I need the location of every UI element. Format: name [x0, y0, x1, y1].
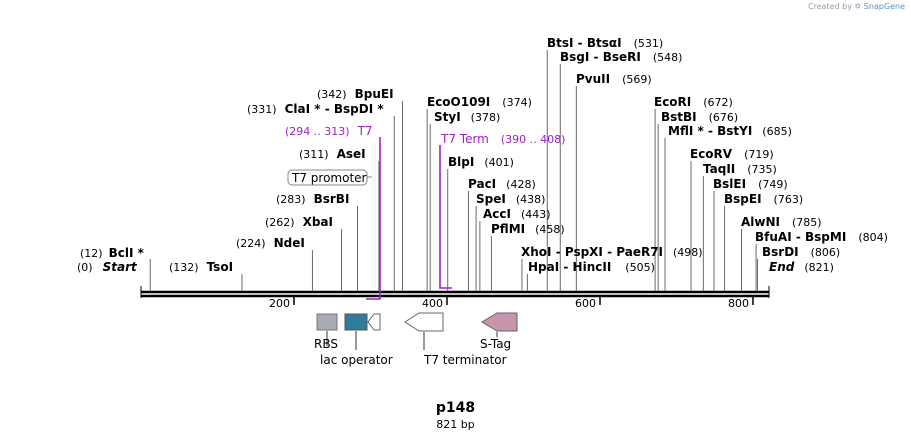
primer-t7term-arrow[interactable]: [439, 145, 452, 289]
plasmid-name: p148: [435, 400, 476, 416]
site-clai[interactable]: (331) ClaI * - BspDI *: [247, 102, 384, 116]
site-acci[interactable]: AccI (443): [483, 207, 551, 221]
site-bcli[interactable]: (12) BclI *: [80, 246, 145, 260]
site-btsi[interactable]: BtsI - BtsαI (531): [547, 36, 663, 50]
site-bsrdi[interactable]: BsrDI (806): [762, 245, 840, 259]
site-bpuei[interactable]: (342) BpuEI: [317, 87, 394, 101]
site-blpi[interactable]: BlpI (401): [448, 155, 514, 169]
site-bsrbi[interactable]: (283) BsrBI: [276, 192, 349, 206]
site-pflmi[interactable]: PflMI (458): [491, 222, 565, 236]
credit: Created by ✡ SnapGene: [808, 2, 905, 11]
ruler-label-600: 600: [575, 297, 596, 310]
feature-s-tag-label[interactable]: S-Tag: [480, 337, 511, 351]
feature-t7-terminator-label[interactable]: T7 terminator: [423, 353, 507, 367]
feature-lac-operator[interactable]: [344, 313, 368, 331]
site-ndei[interactable]: (224) NdeI: [236, 236, 305, 250]
site-bsgi[interactable]: BsgI - BseRI (548): [560, 50, 682, 64]
site-taqii[interactable]: TaqII (735): [703, 162, 777, 176]
feature-rbs-label[interactable]: RBS: [314, 337, 338, 351]
site-tsoi[interactable]: (132) TsoI: [169, 260, 233, 274]
site-bstbi[interactable]: BstBI (676): [661, 110, 738, 124]
site-spei[interactable]: SpeI (438): [476, 192, 545, 206]
site-ecorv[interactable]: EcoRV (719): [690, 147, 774, 161]
credit-brand: SnapGene: [863, 2, 905, 11]
site-alwni[interactable]: AlwNI (785): [741, 215, 822, 229]
feature-s-tag[interactable]: [481, 312, 518, 332]
primer-t7-label[interactable]: (294 .. 313) T7: [285, 124, 373, 138]
site-xbai[interactable]: (262) XbaI: [265, 215, 333, 229]
primer-t7-arrow[interactable]: [366, 137, 381, 300]
site-eco0109i[interactable]: EcoO109I (374): [427, 95, 532, 109]
ruler-label-200: 200: [269, 297, 290, 310]
t7-promoter-label[interactable]: T7 promoter: [291, 171, 367, 185]
primer-t7term-label[interactable]: T7 Term (390 .. 408): [440, 132, 565, 146]
plasmid-length: 821 bp: [436, 418, 475, 431]
site-bfuai[interactable]: BfuAI - BspMI (804): [755, 230, 888, 244]
feature-t7-terminator[interactable]: [404, 312, 444, 332]
feature-rbs[interactable]: [316, 313, 338, 331]
feature-lac-operator-label[interactable]: lac operator: [320, 353, 393, 367]
site-bspei[interactable]: BspEI (763): [724, 192, 803, 206]
site-lines: [149, 50, 758, 291]
feature-t7-promoter[interactable]: [367, 313, 381, 331]
site-bslei[interactable]: BslEI (749): [713, 177, 788, 191]
site-hpai[interactable]: HpaI - HincII (505): [528, 260, 655, 274]
snapgene-logo-icon: ✡: [854, 2, 862, 11]
site-ecori[interactable]: EcoRI (672): [654, 95, 733, 109]
site-xhoi[interactable]: XhoI - PspXI - PaeR7I (498): [521, 245, 703, 259]
site-asei[interactable]: (311) AseI: [299, 147, 366, 161]
site-end[interactable]: End (821): [769, 260, 834, 274]
site-start[interactable]: (0) Start: [77, 260, 138, 274]
site-styi[interactable]: StyI (378): [434, 110, 500, 124]
site-paci[interactable]: PacI (428): [468, 177, 536, 191]
ruler-label-800: 800: [728, 297, 749, 310]
ruler: 200 400 600 800: [269, 296, 754, 310]
site-mfli[interactable]: MflI * - BstYI (685): [668, 124, 792, 138]
ruler-label-400: 400: [422, 297, 443, 310]
credit-prefix: Created by: [807, 2, 852, 11]
site-pvuii[interactable]: PvuII (569): [576, 72, 652, 86]
